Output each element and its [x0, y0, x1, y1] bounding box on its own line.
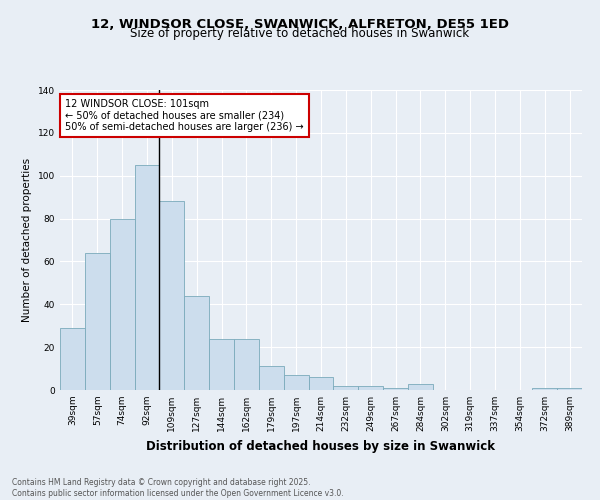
- Bar: [532, 388, 557, 390]
- Bar: [85, 253, 110, 390]
- Text: Contains HM Land Registry data © Crown copyright and database right 2025.
Contai: Contains HM Land Registry data © Crown c…: [12, 478, 344, 498]
- Bar: [284, 375, 308, 390]
- Bar: [184, 296, 209, 390]
- Bar: [160, 202, 184, 390]
- Y-axis label: Number of detached properties: Number of detached properties: [22, 158, 32, 322]
- Bar: [358, 386, 383, 390]
- Bar: [134, 165, 160, 390]
- Bar: [383, 388, 408, 390]
- Bar: [557, 388, 582, 390]
- Text: 12, WINDSOR CLOSE, SWANWICK, ALFRETON, DE55 1ED: 12, WINDSOR CLOSE, SWANWICK, ALFRETON, D…: [91, 18, 509, 30]
- Bar: [60, 328, 85, 390]
- Bar: [408, 384, 433, 390]
- X-axis label: Distribution of detached houses by size in Swanwick: Distribution of detached houses by size …: [146, 440, 496, 452]
- Bar: [308, 377, 334, 390]
- Text: 12 WINDSOR CLOSE: 101sqm
← 50% of detached houses are smaller (234)
50% of semi-: 12 WINDSOR CLOSE: 101sqm ← 50% of detach…: [65, 99, 304, 132]
- Bar: [259, 366, 284, 390]
- Bar: [234, 338, 259, 390]
- Bar: [209, 338, 234, 390]
- Text: Size of property relative to detached houses in Swanwick: Size of property relative to detached ho…: [130, 28, 470, 40]
- Bar: [110, 218, 134, 390]
- Bar: [334, 386, 358, 390]
